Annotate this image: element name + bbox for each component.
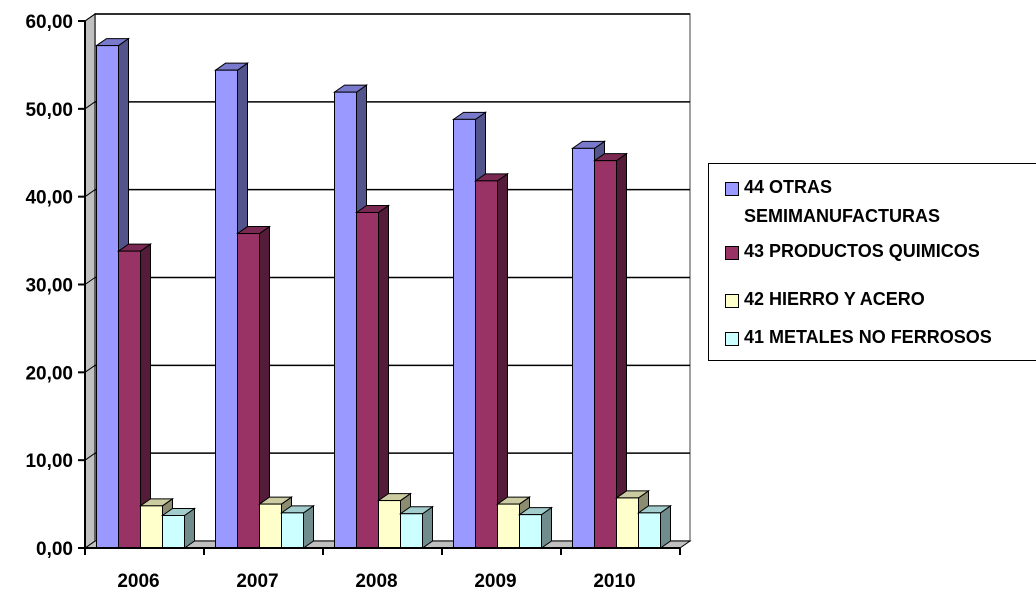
legend-swatch bbox=[725, 182, 739, 196]
legend: 44 OTRAS SEMIMANUFACTURAS 43 PRODUCTOS Q… bbox=[708, 163, 1036, 361]
gridline-depth bbox=[84, 13, 96, 22]
bar-front bbox=[356, 211, 379, 549]
x-tick-label: 2007 bbox=[236, 571, 278, 592]
y-tick-label: 40,00 bbox=[25, 188, 73, 209]
bar-front bbox=[453, 118, 476, 549]
bar-front bbox=[378, 500, 401, 549]
bar-side bbox=[616, 152, 627, 549]
bar-front bbox=[259, 503, 282, 549]
y-tick-label: 20,00 bbox=[25, 363, 73, 384]
legend-item-productos-quimicos: 43 PRODUCTOS QUIMICOS bbox=[725, 241, 1036, 266]
bar-front bbox=[497, 503, 520, 549]
legend-label: 42 HIERRO Y ACERO bbox=[744, 289, 925, 309]
gridline-depth bbox=[84, 189, 96, 198]
legend-item-otras-semimanufacturas: 44 OTRAS SEMIMANUFACTURAS bbox=[725, 177, 1004, 231]
bar-2009-series-4 bbox=[517, 506, 554, 549]
bars bbox=[94, 37, 673, 549]
gridline-depth bbox=[84, 101, 96, 110]
bar-2006-series-2 bbox=[116, 243, 153, 549]
y-tick-label: 50,00 bbox=[25, 100, 73, 121]
gridline-depth bbox=[84, 364, 96, 373]
legend-swatch bbox=[725, 246, 739, 260]
bar-front bbox=[140, 505, 163, 549]
bar-front bbox=[519, 514, 542, 549]
bar-2007-series-2 bbox=[235, 225, 272, 549]
bar-front bbox=[215, 69, 238, 549]
bar-2010-series-2 bbox=[592, 152, 629, 549]
bar-2007-series-4 bbox=[279, 504, 316, 549]
x-tick-label: 2010 bbox=[593, 571, 635, 592]
bar-front bbox=[118, 250, 141, 549]
x-axis-tick-labels: 2006 2007 2008 2009 2010 bbox=[117, 571, 635, 592]
gridline-depth bbox=[84, 452, 96, 461]
y-tick-label: 10,00 bbox=[25, 451, 73, 472]
bar-2008-series-4 bbox=[398, 505, 435, 549]
bar-front bbox=[400, 513, 423, 549]
gridline-depth bbox=[84, 277, 96, 285]
y-axis-tick-labels: 0,00 10,00 20,00 30,00 40,00 50,00 60,00 bbox=[25, 12, 73, 560]
bar-front bbox=[237, 233, 260, 549]
x-tick-label: 2008 bbox=[355, 571, 397, 592]
legend-label: 43 PRODUCTOS QUIMICOS bbox=[744, 241, 980, 261]
bar-front bbox=[616, 497, 639, 549]
bar-front bbox=[475, 180, 498, 549]
bar-front bbox=[281, 512, 304, 549]
bar-front bbox=[638, 512, 661, 549]
bar-front bbox=[572, 147, 595, 549]
legend-swatch bbox=[725, 332, 739, 346]
legend-item-metales-no-ferrosos: 41 METALES NO FERROSOS bbox=[725, 327, 1036, 352]
x-tick-label: 2006 bbox=[117, 571, 159, 592]
axes bbox=[78, 20, 681, 555]
legend-item-hierro-y-acero: 42 HIERRO Y ACERO bbox=[725, 289, 1004, 314]
bar-front bbox=[594, 160, 617, 549]
bar-front bbox=[96, 45, 119, 549]
bar-2009-series-2 bbox=[473, 172, 510, 549]
bar-front bbox=[162, 515, 185, 549]
x-tick-label: 2009 bbox=[474, 571, 516, 592]
legend-swatch bbox=[725, 294, 739, 308]
bar-2008-series-2 bbox=[354, 204, 391, 549]
bar-front bbox=[334, 91, 357, 549]
y-tick-label: 60,00 bbox=[25, 12, 73, 33]
bar-2010-series-4 bbox=[636, 504, 673, 549]
bar-side bbox=[497, 172, 508, 549]
legend-label: 44 OTRAS SEMIMANUFACTURAS bbox=[744, 177, 940, 226]
bar-2006-series-4 bbox=[160, 507, 197, 549]
y-tick-label: 0,00 bbox=[36, 539, 73, 560]
legend-label: 41 METALES NO FERROSOS bbox=[744, 327, 992, 347]
y-tick-label: 30,00 bbox=[25, 276, 73, 297]
